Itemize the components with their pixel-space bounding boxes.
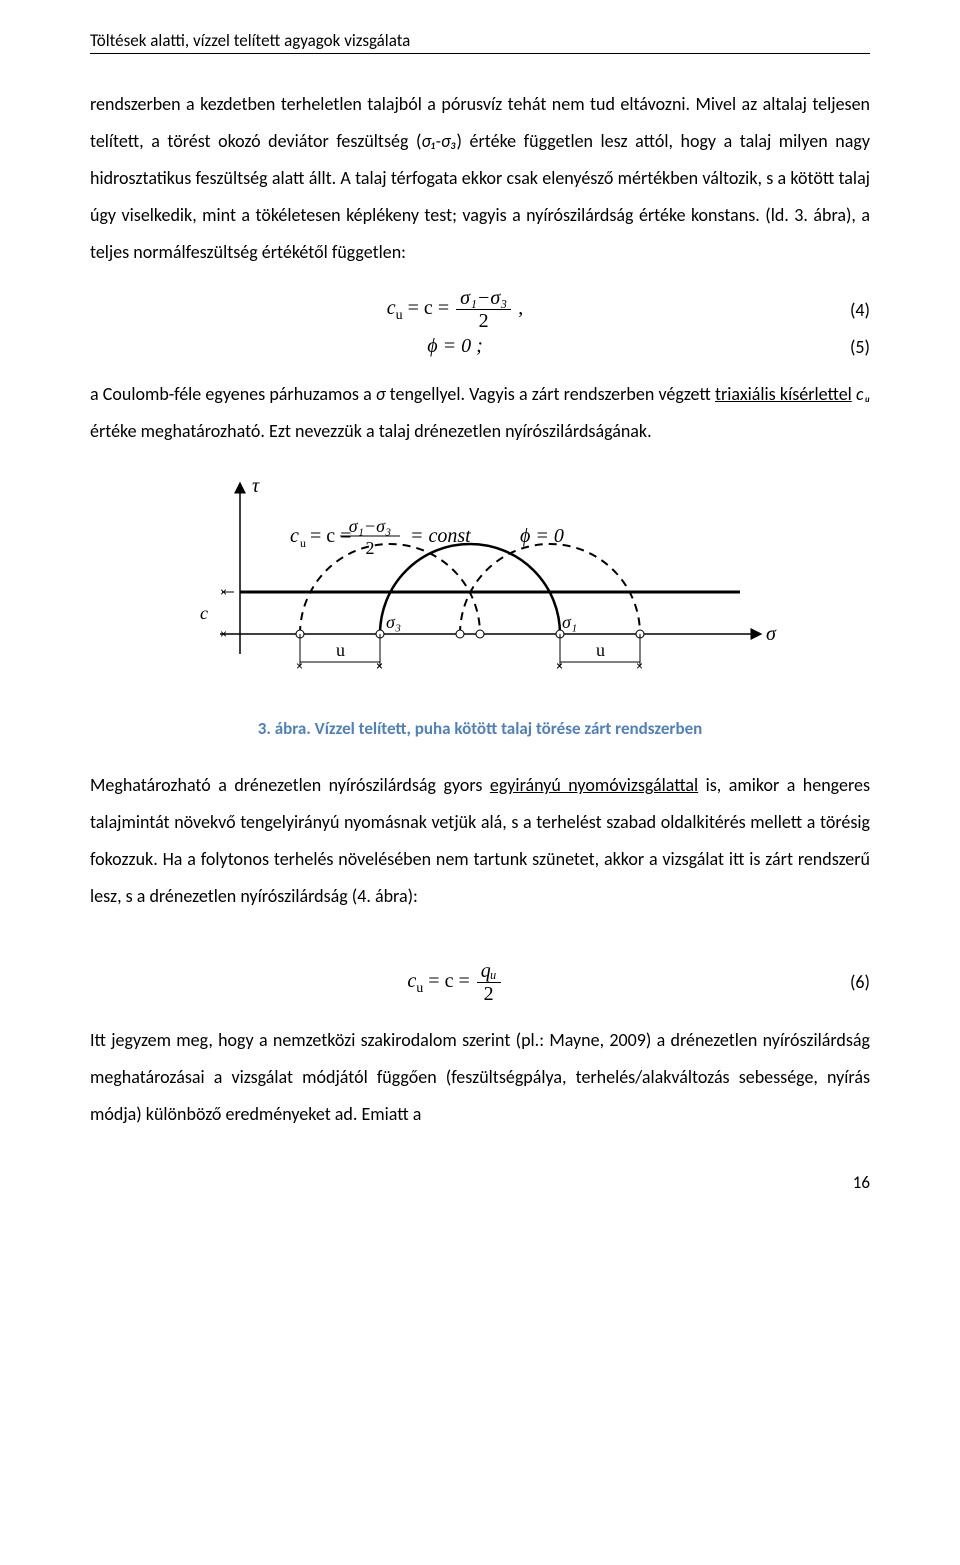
equation-6: cu = c = qᵤ2 [90,961,820,1004]
svg-text:u: u [336,640,345,660]
equation-6-row: cu = c = qᵤ2 (6) [90,961,870,1004]
eq6-lhs-c: c [407,970,416,992]
paragraph-1: rendszerben a kezdetben terheletlen tala… [90,86,870,270]
header-title: Töltések alatti, vízzel telített agyagok… [90,30,410,51]
eq5-body: ϕ = 0 ; [427,335,483,357]
svg-text:τ: τ [252,475,260,497]
page-number: 16 [90,1172,870,1193]
figure-3: τσ××cσ₃σ₁××u××u××cu= c =σ₁−σ₃2= constϕ =… [90,474,870,704]
paragraph-4: Itt jegyzem meg, hogy a nemzetközi szaki… [90,1022,870,1133]
equation-5: ϕ = 0 ; [90,335,820,358]
eq4-den: 2 [456,310,511,331]
equation-4-number: (4) [820,299,870,321]
svg-text:σ: σ [766,623,777,645]
paragraph-2: a Coulomb-féle egyenes párhuzamos a σ te… [90,376,870,450]
svg-text:×: × [556,659,563,673]
svg-text:= const: = const [410,525,471,547]
equation-5-number: (5) [820,336,870,358]
eq4-tail: , [513,298,523,320]
p2-cu: cᵤ [856,383,870,405]
svg-text:ϕ = 0: ϕ = 0 [520,525,564,547]
p2-a: a Coulomb-féle egyenes párhuzamos a [90,383,376,405]
svg-text:×: × [220,585,227,599]
svg-text:×: × [636,659,643,673]
paragraph-3: Meghatározható a drénezetlen nyírószilár… [90,767,870,915]
svg-text:×: × [296,659,303,673]
eq4-lhs-c: c [387,298,396,320]
svg-text:u: u [300,536,306,550]
eq6-num: qᵤ [477,961,501,983]
spacer [90,933,870,957]
eq4-mid: = c = [403,298,454,320]
svg-text:c: c [290,525,299,547]
svg-text:σ₁−σ₃: σ₁−σ₃ [349,516,391,536]
svg-text:2: 2 [366,538,375,558]
eq4-lhs-sub: u [396,309,403,324]
equation-4-row: cu = c = σ₁−σ₃2 , (4) [90,288,870,331]
equation-5-row: ϕ = 0 ; (5) [90,335,870,358]
p2-b: tengellyel. Vagyis a zárt rendszerben vé… [386,383,715,405]
page-container: Töltések alatti, vízzel telített agyagok… [0,0,960,1233]
figure-3-caption: 3. ábra. Vízzel telített, puha kötött ta… [90,718,870,739]
eq4-num: σ₁−σ₃ [456,288,511,310]
equation-6-number: (6) [820,971,870,993]
eq6-mid: = c = [423,970,474,992]
p1-sigma: σ₁-σ₃ [421,130,456,152]
p2-sigma: σ [376,383,386,405]
mohr-diagram: τσ××cσ₃σ₁××u××u××cu= c =σ₁−σ₃2= constϕ =… [160,474,800,704]
svg-text:σ₃: σ₃ [386,612,401,632]
eq6-den: 2 [477,983,501,1004]
svg-text:×: × [220,627,227,641]
p2-triaxial: triaxiális kísérlettel [715,383,852,405]
svg-text:σ₁: σ₁ [562,612,577,632]
p2-d: értéke meghatározható. Ezt nevezzük a ta… [90,420,652,442]
svg-text:u: u [596,640,605,660]
page-header: Töltések alatti, vízzel telített agyagok… [90,30,870,54]
svg-text:c: c [200,603,208,623]
svg-text:×: × [376,659,383,673]
p3-a: Meghatározható a drénezetlen nyírószilár… [90,774,490,796]
equation-4: cu = c = σ₁−σ₃2 , [90,288,820,331]
p3-under: egyirányú nyomóvizsgálattal [490,774,698,796]
